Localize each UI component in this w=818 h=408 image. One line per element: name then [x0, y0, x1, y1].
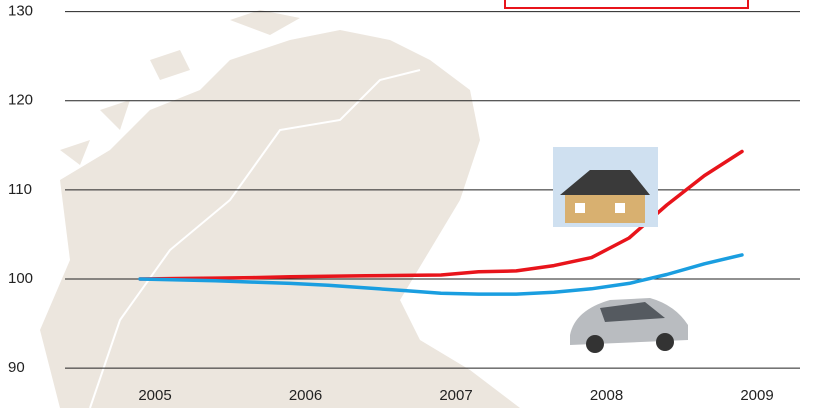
y-tick-label: 100: [8, 270, 33, 287]
x-tick-label: 2008: [590, 387, 623, 404]
x-tick-label: 2009: [740, 387, 773, 404]
y-tick-label: 120: [8, 92, 33, 109]
chart: 90 100 110 120 130 2005 2006 2007 2008 2009: [0, 0, 818, 408]
y-tick-label: 90: [8, 359, 25, 376]
y-tick-label: 110: [8, 181, 32, 198]
legend-box: [505, 0, 748, 8]
x-tick-label: 2007: [439, 387, 472, 404]
x-tick-label: 2006: [289, 387, 322, 404]
page: {"chart_data": {"type": "line", "x": [20…: [0, 0, 818, 408]
background-map: [40, 10, 520, 408]
car-image: [570, 298, 688, 353]
house-image: [553, 147, 658, 227]
x-tick-label: 2005: [138, 387, 171, 404]
y-tick-label: 130: [8, 3, 33, 20]
